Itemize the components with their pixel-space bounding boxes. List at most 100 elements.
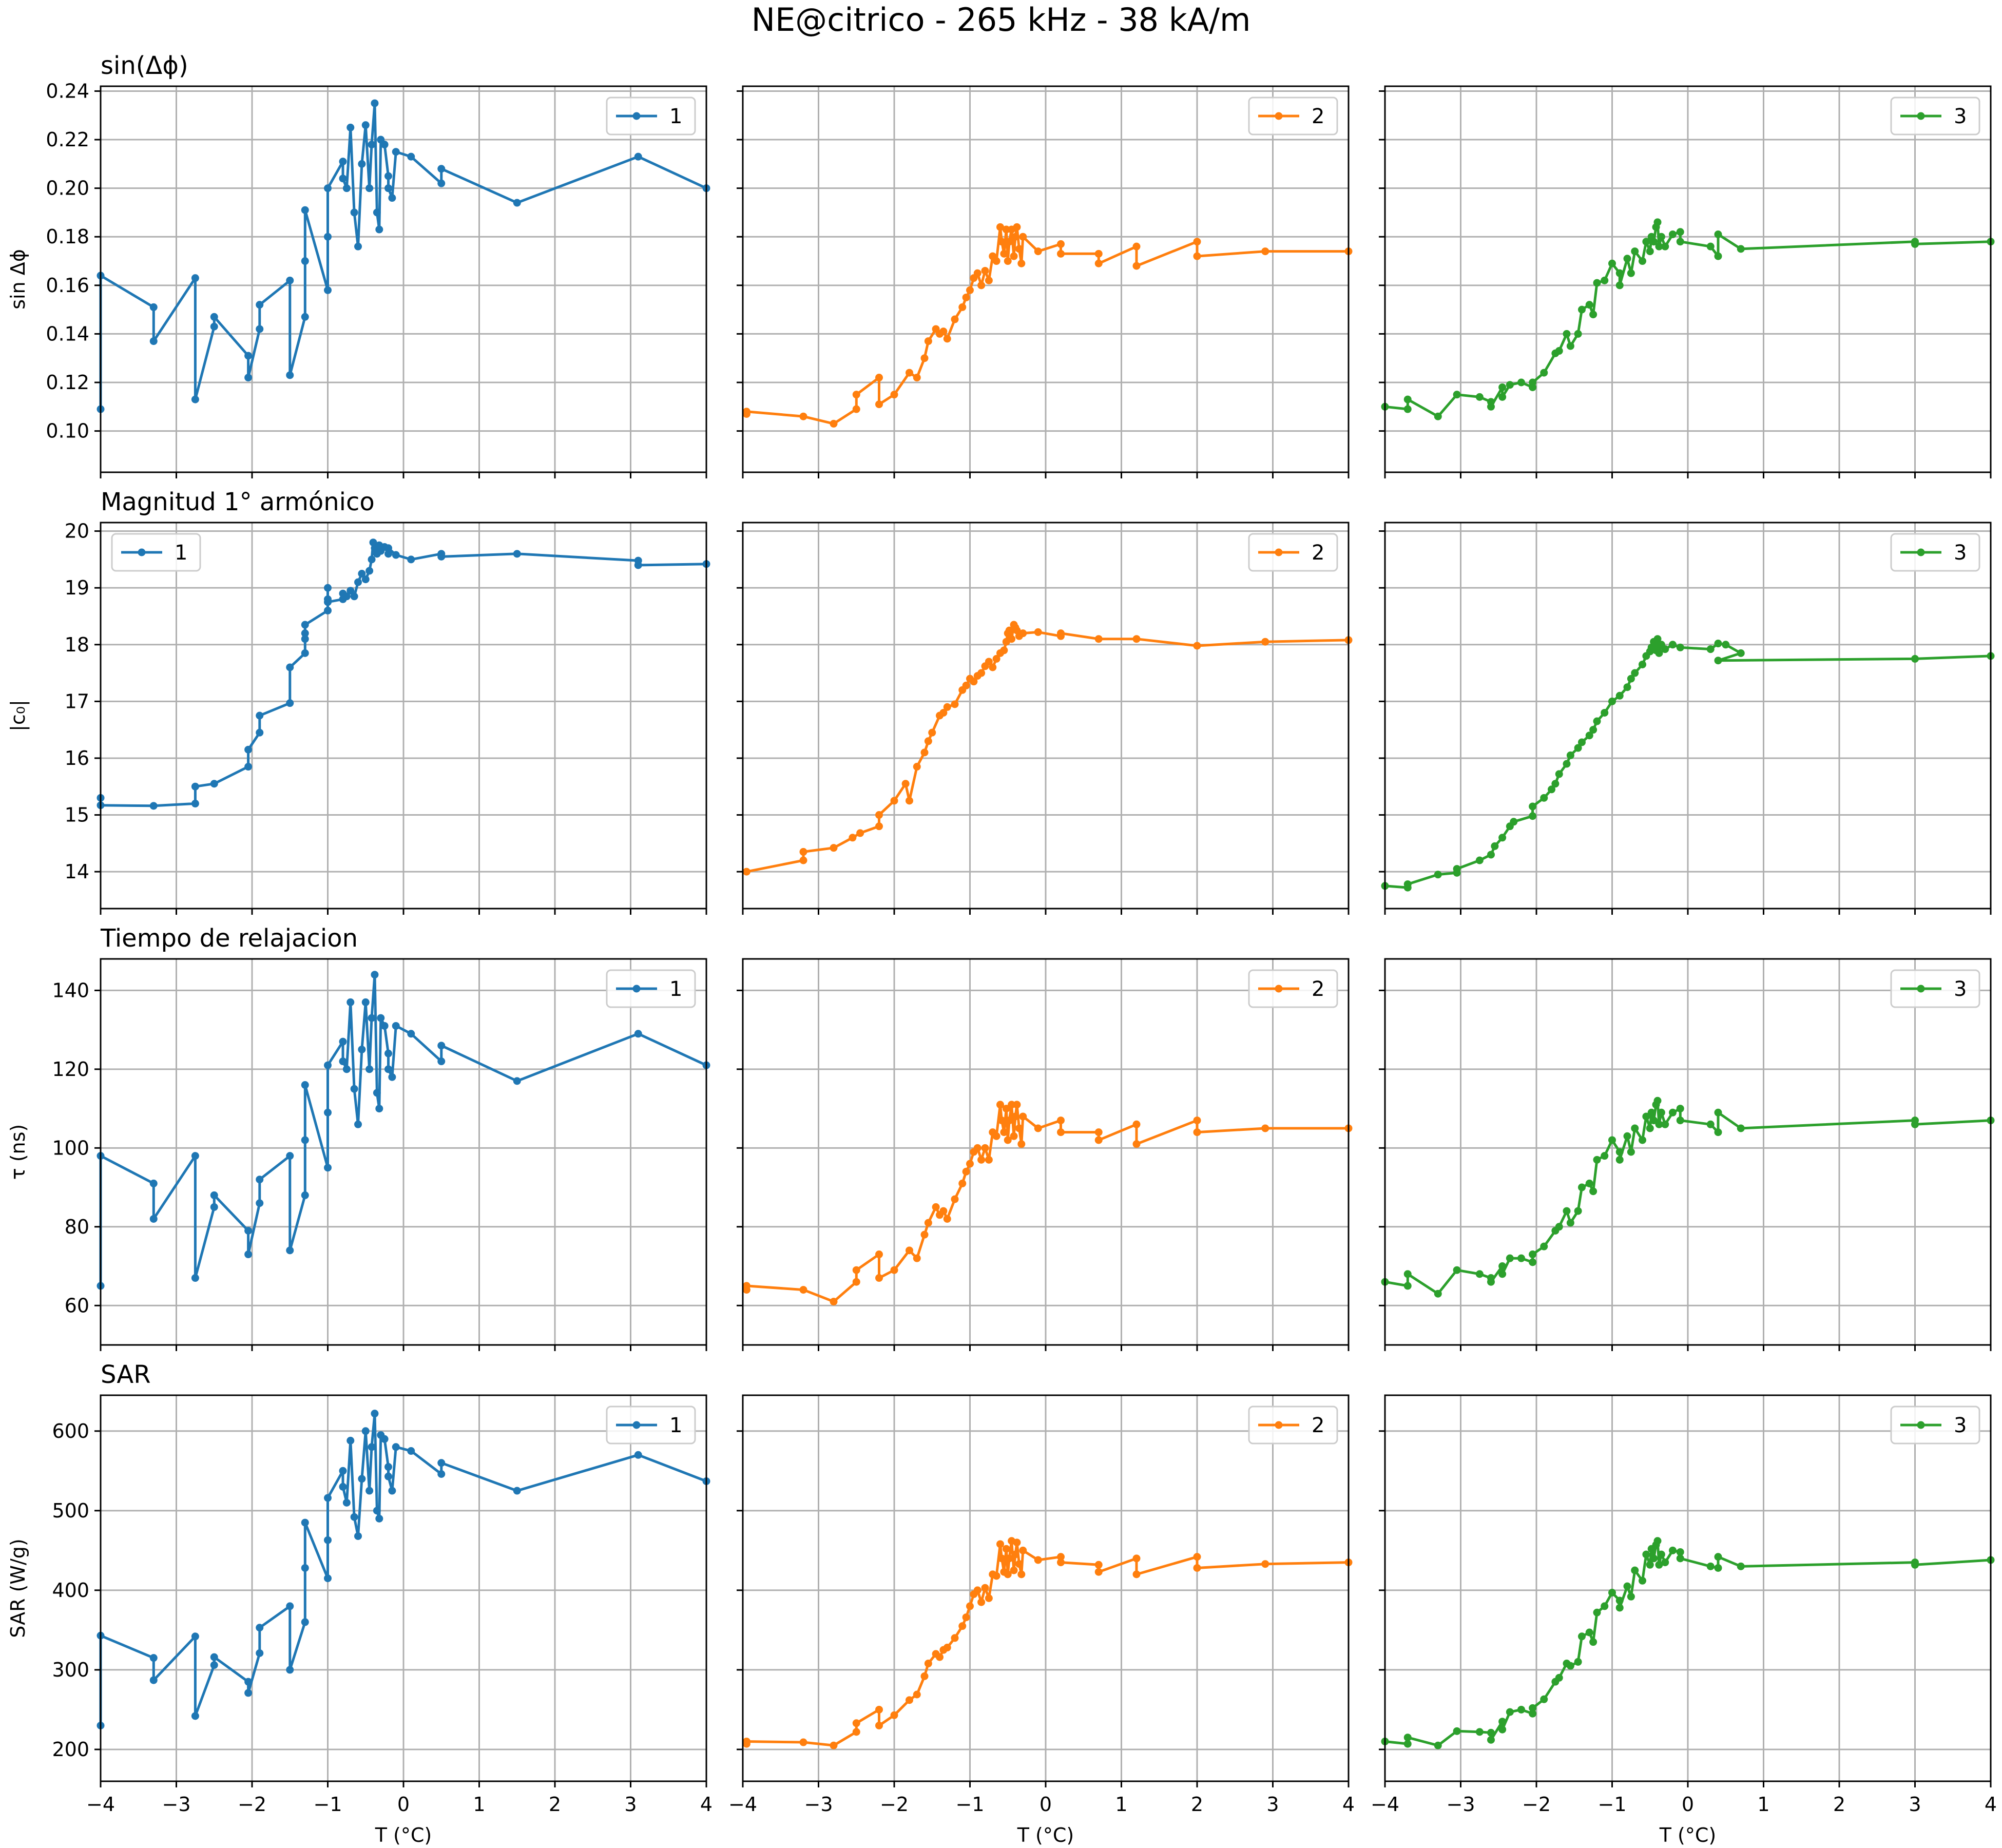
data-point	[951, 1634, 959, 1642]
data-point	[1563, 1207, 1571, 1215]
data-point	[324, 233, 332, 241]
data-point	[962, 1613, 970, 1622]
data-point	[368, 555, 376, 564]
y-axis-label: sin Δϕ	[7, 249, 29, 310]
x-tick-label: 3	[1909, 1793, 1921, 1816]
data-point	[1540, 794, 1548, 802]
data-point	[256, 728, 264, 737]
data-point	[1627, 1148, 1635, 1156]
data-point	[358, 1045, 366, 1053]
data-point	[301, 635, 309, 643]
data-point	[973, 1586, 981, 1594]
data-point	[1434, 412, 1442, 420]
data-point	[244, 1226, 253, 1235]
data-point	[1487, 402, 1495, 411]
data-point	[1005, 238, 1013, 246]
legend: 2	[1248, 1406, 1338, 1445]
data-point	[989, 663, 997, 671]
data-point	[1529, 802, 1537, 811]
series-1	[97, 538, 710, 810]
data-point	[1487, 1728, 1495, 1737]
data-point	[1529, 1704, 1537, 1712]
data-point	[997, 1554, 1006, 1563]
data-point	[324, 1164, 332, 1172]
data-point	[384, 544, 392, 552]
x-tick-label: −2	[880, 1793, 909, 1816]
legend-label: 1	[669, 105, 682, 128]
data-point	[1403, 395, 1412, 403]
data-point	[913, 374, 921, 382]
data-point	[1434, 1289, 1442, 1298]
data-point	[1601, 276, 1609, 284]
panel-r1-c3: 3	[1379, 85, 1995, 478]
data-point	[939, 1207, 948, 1215]
data-point	[1615, 281, 1624, 290]
data-point	[1555, 1673, 1563, 1682]
data-point	[324, 1061, 332, 1069]
data-point	[951, 700, 959, 708]
data-point	[339, 158, 347, 166]
legend-marker	[138, 548, 146, 556]
data-point	[1453, 865, 1461, 873]
data-point	[301, 313, 309, 321]
legend-marker	[632, 1421, 641, 1429]
data-point	[1650, 1554, 1658, 1563]
x-axis-label: T (°C)	[1017, 1824, 1074, 1846]
panel-r4-c2: −4 −3 −2 −1 0 1 2 3 4 T (°C) 2	[728, 1394, 1355, 1846]
data-point	[1475, 393, 1484, 401]
data-point	[1601, 1152, 1609, 1160]
legend: 1	[606, 1406, 696, 1445]
data-point	[384, 1065, 392, 1073]
series-line	[746, 623, 1349, 873]
data-point	[1019, 1112, 1027, 1121]
data-point	[958, 1179, 967, 1187]
data-point	[384, 184, 392, 192]
data-point	[906, 1696, 913, 1704]
data-point	[1540, 1242, 1548, 1250]
data-point	[1261, 247, 1269, 256]
data-point	[210, 1661, 218, 1669]
data-point	[1631, 669, 1639, 677]
legend: 3	[1890, 533, 1980, 572]
data-point	[830, 844, 838, 852]
data-point	[997, 238, 1006, 246]
data-point	[1010, 252, 1018, 260]
data-point	[1475, 1270, 1484, 1278]
data-point	[1019, 629, 1027, 638]
data-point	[875, 1721, 883, 1729]
data-point	[852, 1278, 860, 1286]
y-tick-label: 600	[52, 1420, 89, 1442]
data-point	[350, 1513, 358, 1521]
data-point	[1057, 1553, 1065, 1561]
data-point	[1714, 252, 1722, 260]
data-point	[191, 782, 199, 791]
data-point	[1491, 842, 1499, 850]
data-point	[1193, 642, 1201, 650]
panel-r2-c3: 3	[1379, 522, 1995, 915]
data-point	[301, 257, 309, 265]
data-point	[1034, 628, 1042, 636]
data-point	[924, 1219, 932, 1227]
x-tick-label: −3	[804, 1793, 833, 1816]
data-point	[1627, 1592, 1635, 1601]
data-point	[1555, 347, 1563, 355]
x-tick-label: 3	[1266, 1793, 1279, 1816]
data-point	[1017, 259, 1026, 267]
data-point	[244, 352, 253, 360]
data-point	[149, 337, 158, 345]
data-point	[286, 1602, 294, 1610]
data-point	[286, 1246, 294, 1255]
data-point	[358, 160, 366, 168]
data-point	[1661, 645, 1669, 653]
y-tick-label: 15	[65, 804, 89, 826]
data-point	[1642, 1112, 1650, 1121]
y-tick-label: 0.18	[46, 225, 89, 248]
series-2	[742, 621, 1353, 876]
legend-label: 3	[1954, 977, 1967, 1001]
data-point	[1005, 626, 1013, 634]
x-tick-label: −3	[162, 1793, 190, 1816]
series-3	[1381, 635, 1995, 892]
data-point	[924, 337, 932, 345]
data-point	[1453, 1266, 1461, 1274]
data-point	[1403, 1740, 1412, 1748]
